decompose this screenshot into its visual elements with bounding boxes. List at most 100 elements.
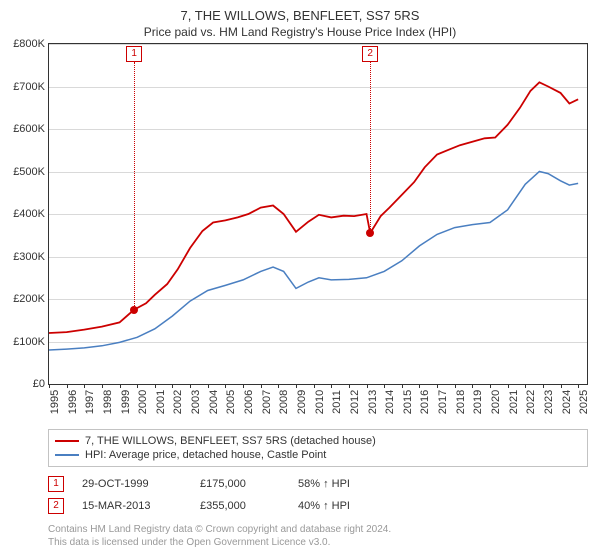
x-axis-label: 2010	[314, 390, 326, 414]
x-axis-label: 2006	[243, 390, 255, 414]
x-tick	[137, 384, 138, 388]
x-axis-label: 2018	[455, 390, 467, 414]
x-tick	[49, 384, 50, 388]
marker-label: 2	[362, 46, 378, 62]
x-axis-label: 1995	[49, 390, 61, 414]
transaction-date: 15-MAR-2013	[82, 500, 182, 512]
legend-item: HPI: Average price, detached house, Cast…	[55, 448, 581, 462]
x-tick	[543, 384, 544, 388]
marker-dot	[366, 229, 374, 237]
x-tick	[243, 384, 244, 388]
x-tick	[561, 384, 562, 388]
transaction-row: 1 29-OCT-1999 £175,000 58% ↑ HPI	[48, 473, 588, 495]
x-axis-label: 2023	[543, 390, 555, 414]
x-tick	[349, 384, 350, 388]
x-tick	[490, 384, 491, 388]
transaction-marker: 1	[48, 476, 64, 492]
chart-title: 7, THE WILLOWS, BENFLEET, SS7 5RS	[0, 0, 600, 23]
x-axis-label: 2007	[261, 390, 273, 414]
x-axis-label: 2020	[490, 390, 502, 414]
legend-swatch	[55, 454, 79, 456]
marker-line	[370, 62, 371, 233]
legend-label: 7, THE WILLOWS, BENFLEET, SS7 5RS (detac…	[85, 435, 376, 447]
y-axis-label: £200K	[13, 293, 45, 305]
x-axis-label: 2011	[331, 390, 343, 414]
chart-subtitle: Price paid vs. HM Land Registry's House …	[0, 23, 600, 43]
y-axis-label: £300K	[13, 251, 45, 263]
y-axis-label: £800K	[13, 38, 45, 50]
x-axis-label: 2013	[367, 390, 379, 414]
x-axis-label: 1999	[120, 390, 132, 414]
x-tick	[261, 384, 262, 388]
transaction-hpi: 40% ↑ HPI	[298, 500, 398, 512]
marker-label: 1	[126, 46, 142, 62]
legend-item: 7, THE WILLOWS, BENFLEET, SS7 5RS (detac…	[55, 434, 581, 448]
x-tick	[419, 384, 420, 388]
x-tick	[155, 384, 156, 388]
x-tick	[225, 384, 226, 388]
series-property	[49, 82, 578, 333]
marker-line	[134, 62, 135, 310]
x-axis-label: 2017	[437, 390, 449, 414]
x-tick	[296, 384, 297, 388]
x-axis-label: 2004	[208, 390, 220, 414]
legend-swatch	[55, 440, 79, 442]
transaction-marker: 2	[48, 498, 64, 514]
x-tick	[278, 384, 279, 388]
x-tick	[190, 384, 191, 388]
x-axis-label: 2014	[384, 390, 396, 414]
series-hpi	[49, 172, 578, 351]
chart-container: 7, THE WILLOWS, BENFLEET, SS7 5RS Price …	[0, 0, 600, 560]
x-axis-label: 2003	[190, 390, 202, 414]
transaction-row: 215-MAR-2013£355,00040% ↑ HPI	[48, 495, 588, 517]
x-tick	[525, 384, 526, 388]
x-axis-label: 2008	[278, 390, 290, 414]
x-tick	[455, 384, 456, 388]
x-tick	[102, 384, 103, 388]
transaction-hpi: 58% ↑ HPI	[298, 478, 398, 490]
footnote-line: This data is licensed under the Open Gov…	[48, 536, 588, 549]
transaction-table: 1 29-OCT-1999 £175,000 58% ↑ HPI 2 15-MAR-201…	[48, 473, 588, 517]
x-tick	[402, 384, 403, 388]
y-axis-label: £600K	[13, 123, 45, 135]
x-axis-label: 2016	[419, 390, 431, 414]
x-tick	[208, 384, 209, 388]
y-axis-label: £100K	[13, 336, 45, 348]
chart-plot-area: £0£100K£200K£300K£400K£500K£600K£700K£80…	[48, 43, 588, 385]
x-axis-label: 2021	[508, 390, 520, 414]
x-tick	[331, 384, 332, 388]
transaction-price: £175,000	[200, 478, 280, 490]
footnote: Contains HM Land Registry data © Crown c…	[48, 523, 588, 549]
x-tick	[472, 384, 473, 388]
x-axis-label: 2001	[155, 390, 167, 414]
x-axis-label: 2009	[296, 390, 308, 414]
chart-lines	[49, 44, 587, 384]
legend-label: HPI: Average price, detached house, Cast…	[85, 449, 326, 461]
x-axis-label: 2000	[137, 390, 149, 414]
legend: 7, THE WILLOWS, BENFLEET, SS7 5RS (detac…	[48, 429, 588, 467]
y-axis-label: £500K	[13, 166, 45, 178]
y-axis-label: £700K	[13, 81, 45, 93]
x-axis-label: 2002	[172, 390, 184, 414]
x-axis-label: 1997	[84, 390, 96, 414]
x-tick	[67, 384, 68, 388]
x-axis-label: 2019	[472, 390, 484, 414]
x-tick	[367, 384, 368, 388]
x-tick	[508, 384, 509, 388]
x-axis-label: 1998	[102, 390, 114, 414]
footnote-line: Contains HM Land Registry data © Crown c…	[48, 523, 588, 536]
x-axis-label: 2005	[225, 390, 237, 414]
x-axis-label: 2015	[402, 390, 414, 414]
x-axis-label: 2024	[561, 390, 573, 414]
x-tick	[578, 384, 579, 388]
marker-dot	[130, 306, 138, 314]
x-axis-label: 2012	[349, 390, 361, 414]
x-tick	[172, 384, 173, 388]
x-tick	[384, 384, 385, 388]
x-tick	[314, 384, 315, 388]
transaction-date: 29-OCT-1999	[82, 478, 182, 490]
y-axis-label: £0	[33, 378, 45, 390]
x-tick	[437, 384, 438, 388]
y-axis-label: £400K	[13, 208, 45, 220]
x-tick	[84, 384, 85, 388]
